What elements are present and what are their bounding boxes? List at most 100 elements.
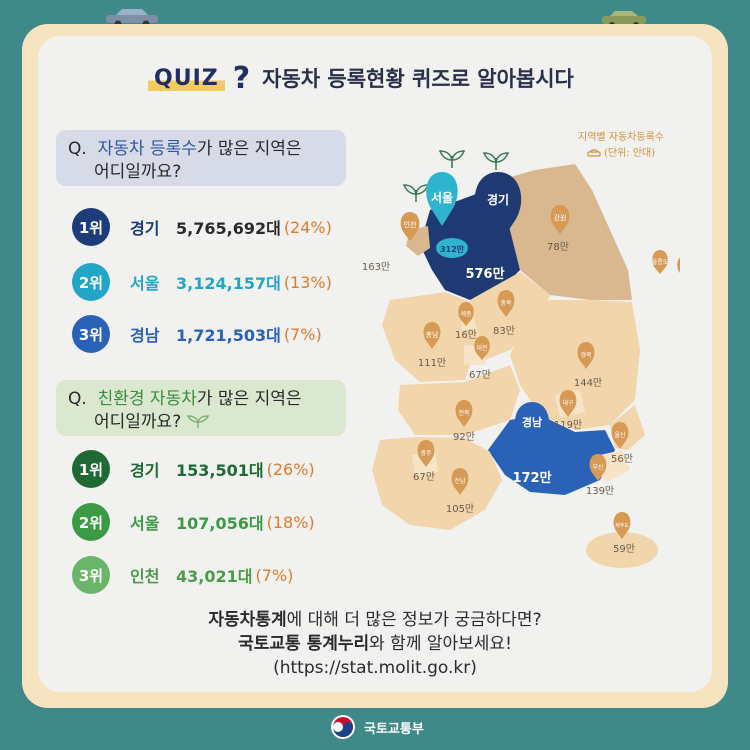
pin-chungnam	[423, 322, 441, 349]
pin-daejeon	[474, 336, 490, 360]
pin-label-daegu: 대구	[562, 399, 574, 407]
region-jeonnam	[372, 437, 502, 530]
region-seoul	[436, 238, 468, 258]
sprout-icon	[186, 415, 209, 428]
q2-rank-1: 1위 경기 153,501대 (26%)	[72, 450, 315, 488]
pin-label-gyeonggi: 경기	[487, 192, 509, 207]
value-gwangju: 67만	[413, 471, 435, 483]
rank-badge: 1위	[72, 450, 110, 488]
pin-label-ulleungdo: 울릉도	[652, 259, 669, 266]
rank-badge: 3위	[72, 556, 110, 594]
pin-chungbuk	[497, 290, 515, 317]
pin-label-gyeongnam: 경남	[522, 415, 542, 429]
map-legend-title: 지역별 자동차등록수	[578, 132, 664, 143]
rank-region: 서울	[130, 514, 160, 533]
pin-jeonbuk	[455, 400, 473, 427]
pin-gwangju	[417, 440, 435, 467]
value-ulsan: 56만	[611, 453, 633, 465]
map-legend: 지역별 자동차등록수 (단위: 만대)	[578, 130, 664, 162]
value-jeju: 59만	[613, 543, 635, 555]
value-daegu: 119만	[554, 419, 582, 431]
rank-percent: (24%)	[283, 217, 332, 237]
pin-incheon	[400, 212, 420, 241]
value-incheon: 163만	[362, 261, 390, 273]
korea-map: 서울 경기 경남 인천 강원 울릉도 독도 세종 충북 충남 대전 경북 전북 …	[362, 150, 680, 568]
q2-rank-3: 3위 인천 43,021대 (7%)	[72, 556, 293, 594]
rank-count: 3,124,157대	[176, 274, 281, 293]
region-gangwon	[500, 164, 632, 300]
value-gyeongbuk: 144만	[574, 377, 602, 389]
pin-label-daejeon: 대전	[476, 344, 487, 352]
ministry-name: 국토교통부	[364, 721, 424, 737]
pin-label-chungbuk: 충북	[500, 299, 512, 307]
q1-rank-3: 3위 경남 1,721,503대 (7%)	[72, 315, 322, 353]
question-1-highlight: 자동차 등록수	[97, 139, 197, 159]
rank-region: 경기	[130, 461, 160, 480]
pin-jeonnam	[451, 468, 469, 495]
rank-count: 43,021대	[176, 567, 253, 586]
question-1-box: Q. 자동차 등록수가 많은 지역은 어디일까요?	[56, 130, 346, 186]
footer-text: 자동차통계에 대해 더 많은 정보가 궁금하다면? 국토교통 통계누리와 함께 …	[150, 608, 600, 680]
map-legend-unit: (단위: 만대)	[604, 148, 656, 159]
rank-percent: (7%)	[283, 324, 322, 344]
pin-dokdo	[677, 257, 680, 273]
value-gyeongnam: 172만	[512, 470, 551, 486]
question-1-line2: 어디일까요?	[94, 162, 182, 182]
q2-rank-2: 2위 서울 107,056대 (18%)	[72, 503, 315, 541]
rank-count: 107,056대	[176, 514, 264, 533]
car-icon	[587, 148, 601, 157]
rank-region: 인천	[130, 567, 160, 586]
small-pins	[400, 205, 680, 539]
pin-gyeongbuk	[577, 342, 595, 369]
rank-badge: 2위	[72, 263, 110, 301]
pin-label-dokdo: 독도	[679, 264, 680, 271]
pin-label-jeju: 제주도	[615, 522, 629, 529]
taegeuk-logo-icon	[331, 715, 355, 739]
rank-percent: (26%)	[266, 459, 315, 479]
pin-label-jeonnam: 전남	[454, 477, 466, 485]
footer-url-link[interactable]: (https://stat.molit.go.kr)	[273, 658, 477, 678]
value-jeonbuk: 92만	[453, 431, 475, 443]
pin-gyeonggi	[474, 172, 522, 246]
value-chungbuk: 83만	[493, 325, 515, 337]
pin-label-sejong: 세종	[460, 310, 472, 318]
pin-label-jeonbuk: 전북	[458, 409, 470, 417]
page-title: QUIZ ? 자동차 등록현황 퀴즈로 알아봅시다	[148, 58, 574, 98]
rank-badge: 3위	[72, 315, 110, 353]
rank-region: 경기	[130, 219, 160, 238]
pin-ulleungdo	[652, 250, 668, 274]
pin-daegu	[559, 390, 577, 417]
q1-rank-1: 1위 경기 5,765,692대 (24%)	[72, 208, 332, 246]
rank-count: 5,765,692대	[176, 219, 281, 238]
pin-label-chungnam: 충남	[426, 330, 439, 339]
pin-ulsan	[611, 422, 629, 449]
region-jeju	[586, 532, 658, 568]
footer-line1-bold: 자동차통계	[208, 610, 287, 630]
pin-sejong	[458, 302, 474, 326]
rank-badge: 2위	[72, 503, 110, 541]
question-2-line2: 어디일까요?	[94, 412, 182, 432]
footer-line2-bold: 국토교통 통계누리	[238, 634, 370, 654]
question-2-highlight: 친환경 자동차	[97, 389, 197, 409]
sprout-icon	[402, 150, 510, 202]
value-jeonnam: 105만	[446, 503, 474, 515]
pin-label-gangwon: 강원	[554, 213, 567, 222]
value-sejong: 16만	[455, 329, 477, 341]
pin-label-gyeongbuk: 경북	[580, 352, 592, 359]
pin-gangwon	[550, 205, 570, 234]
value-gyeonggi: 576만	[465, 266, 504, 282]
value-chungnam: 111만	[418, 357, 446, 369]
rank-count: 153,501대	[176, 461, 264, 480]
region-chungbuk	[470, 272, 550, 360]
pin-gyeongnam	[514, 402, 550, 455]
pin-jeju	[613, 512, 631, 539]
rank-percent: (7%)	[255, 565, 294, 585]
q1-rank-2: 2위 서울 3,124,157대 (13%)	[72, 263, 332, 301]
ministry-logo: 국토교통부	[330, 714, 424, 740]
pin-label-busan: 부산	[592, 463, 604, 471]
question-2-box: Q. 친환경 자동차가 많은 지역은 어디일까요?	[56, 380, 346, 436]
rank-region: 경남	[130, 326, 160, 345]
pin-label-incheon: 인천	[404, 220, 417, 229]
question-mark-icon: ?	[232, 60, 251, 96]
rank-region: 서울	[130, 274, 160, 293]
